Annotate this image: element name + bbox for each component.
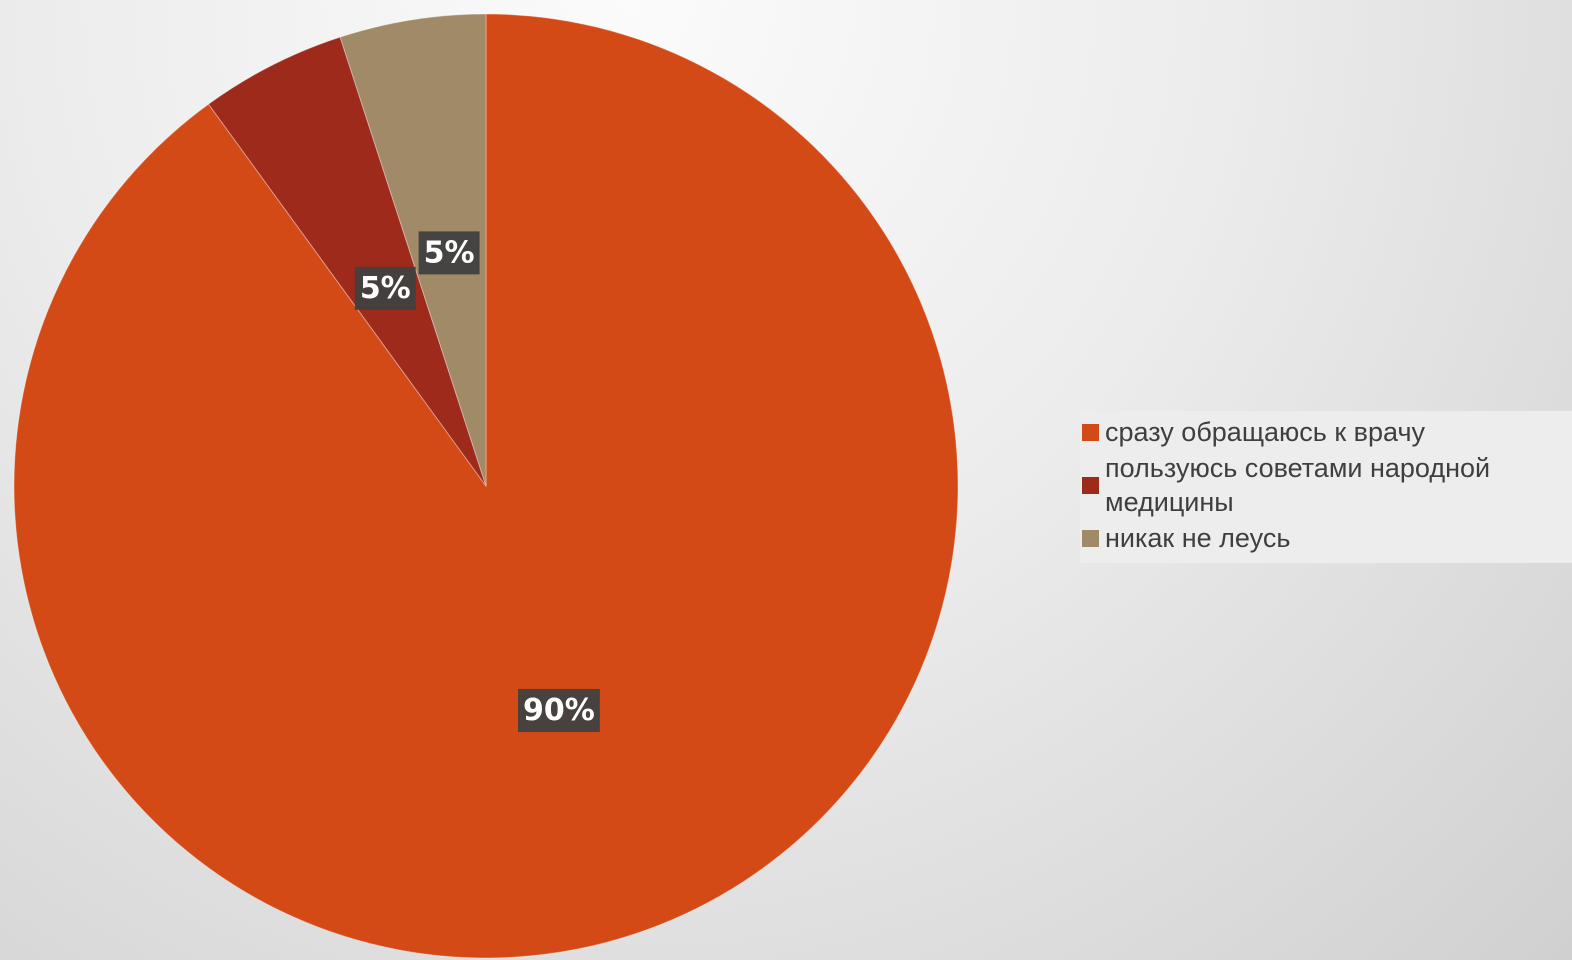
legend-swatch-folk-medicine [1082, 476, 1099, 494]
data-label-doctor: 90% [518, 688, 600, 732]
legend-label-folk-medicine: пользуюсь советами народной медицины [1105, 453, 1491, 517]
legend-item-no-treatment: никак не леусь [1082, 521, 1572, 555]
svg-text:5%: 5% [424, 235, 475, 270]
svg-text:90%: 90% [523, 693, 595, 728]
legend-item-folk-medicine: пользуюсь советами народной медицины [1082, 451, 1572, 519]
data-label-no-treatment: 5% [418, 231, 480, 275]
legend-label-no-treatment: никак не леусь [1105, 523, 1291, 553]
data-label-folk-medicine: 5% [354, 266, 416, 310]
legend-label-doctor: сразу обращаюсь к врачу [1105, 417, 1426, 447]
pie-slices [13, 13, 959, 959]
pie-slice-doctor [13, 13, 959, 959]
pie-slice-no-treatment [339, 13, 487, 487]
chart-legend: сразу обращаюсь к врачу пользуюсь совета… [1080, 411, 1572, 563]
legend-swatch-no-treatment [1082, 529, 1099, 547]
pie-slice-folk-medicine [207, 36, 487, 487]
svg-text:5%: 5% [360, 271, 411, 306]
data-labels: 90% 5% 5% [354, 231, 600, 732]
legend-item-doctor: сразу обращаюсь к врачу [1082, 415, 1572, 449]
legend-swatch-doctor [1082, 423, 1099, 441]
